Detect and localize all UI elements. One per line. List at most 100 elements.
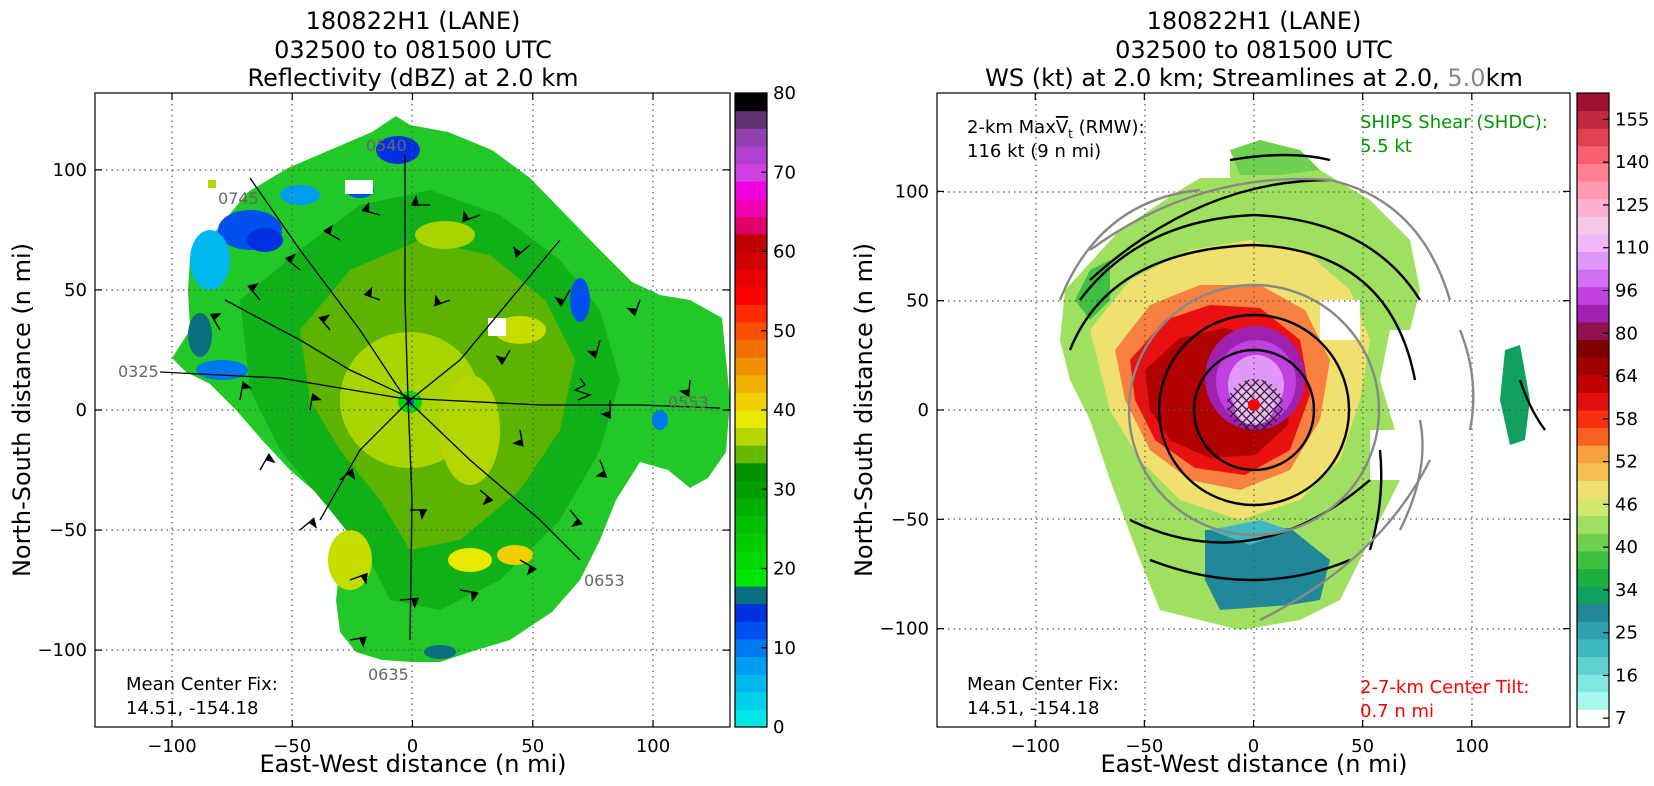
wind-speed-colorbar: 7 16 25 34 40 46 52 58 64 80 96 110 125 140 155 [1576,92,1649,729]
reflectivity-title: 180822H1 (LANE) 032500 to 081500 UTC Ref… [248,7,579,92]
reflectivity-colorbar-swatch [735,304,767,323]
reflectivity-y-tick-label: 50 [64,280,87,301]
wind-speed-x-tick-label: 50 [1351,736,1374,757]
ships-shear-annotation: SHIPS Shear (SHDC): 5.5 kt [1360,112,1548,157]
reflectivity-field: 0325 0745 0540 0553 0653 0635 Mean Cente… [95,93,730,727]
wind-speed-colorbar-swatch [1577,357,1609,376]
reflectivity-colorbar-swatch [735,93,767,112]
max-vt-line-1: 2-km MaxVt (RMW): [967,117,1145,141]
max-vt-suffix: (RMW): [1073,117,1145,138]
reflectivity-colorbar-swatch [735,462,767,481]
wind-speed-colorbar-swatch [1577,163,1609,182]
reflectivity-colorbar-swatch [735,550,767,569]
flight-track [159,155,721,641]
wind-speed-x-tick-label: −100 [1010,736,1059,757]
reflectivity-x-tick-label: 50 [521,736,544,757]
center-tilt-line-1: 2-7-km Center Tilt: [1360,677,1529,698]
wind-speed-colorbar-swatch [1577,286,1609,305]
wind-speed-colorbar-tick-label: 25 [1615,623,1638,644]
wind-speed-colorbar-tick-label: 40 [1615,537,1638,558]
wind-speed-colorbar-tick-label: 7 [1615,708,1626,729]
reflectivity-colorbar-swatch [735,233,767,252]
wind-speed-colorbar-swatch [1577,392,1609,411]
wind-speed-colorbar-swatch [1577,269,1609,288]
wind-speed-colorbar-swatch [1577,533,1609,552]
reflectivity-colorbar-swatch [735,251,767,270]
reflectivity-colorbar-swatch [735,515,767,534]
reflectivity-colorbar-swatch [735,216,767,235]
wind-speed-colorbar-swatch [1577,515,1609,534]
wind-speed-colorbar-swatch [1577,709,1609,728]
center-fix-value: 14.51, -154.18 [967,698,1099,719]
reflectivity-colorbar-swatch [735,445,767,464]
wind-speed-y-tick-label: −100 [880,619,929,640]
reflectivity-colorbar-swatch [735,321,767,341]
reflectivity-x-tick-label: −100 [147,736,196,757]
reflectivity-colorbar: 0 10 20 30 40 50 60 70 80 [734,83,796,738]
wind-speed-title-line-1: 180822H1 (LANE) [1147,7,1362,35]
wind-speed-colorbar-tick-label: 80 [1615,323,1638,344]
reflectivity-x-tick-label: 0 [407,736,418,757]
wind-speed-colorbar-swatch [1577,445,1609,464]
wind-speed-colorbar-tick-label: 125 [1615,195,1649,216]
reflectivity-colorbar-tick-label: 30 [773,479,796,500]
reflectivity-center-fix: Mean Center Fix: 14.51, -154.18 [126,674,278,719]
reflectivity-colorbar-swatch [735,357,767,376]
reflectivity-colorbar-swatch [735,533,767,552]
wind-speed-x-axis-label: East-West distance (n mi) [1100,750,1407,778]
reflectivity-colorbar-swatch [735,286,767,305]
track-label-0653: 0653 [584,571,625,590]
wind-speed-title: 180822H1 (LANE) 032500 to 081500 UTC WS … [985,7,1523,92]
wind-speed-colorbar-swatch [1577,621,1609,640]
wind-speed-y-tick-label: 100 [895,181,929,202]
wind-speed-y-tick-label: −50 [891,509,929,530]
reflectivity-colorbar-swatch [735,374,767,393]
reflectivity-axis-ticks: −100 −50 0 50 100 −100 −50 0 50 100 [38,93,730,757]
wind-speed-colorbar-swatch [1577,233,1609,252]
wind-speed-y-axis-label: North-South distance (n mi) [850,243,878,577]
reflectivity-y-tick-label: 100 [53,160,87,181]
reflectivity-title-line-1: 180822H1 (LANE) [306,7,521,35]
center-marker [1248,399,1260,411]
reflectivity-colorbar-swatch [735,586,767,605]
wind-speed-title-unit: km [1486,64,1523,92]
center-fix-label: Mean Center Fix: [126,674,278,695]
reflectivity-colorbar-tick-label: 20 [773,559,796,580]
wind-speed-colorbar-swatch [1577,410,1609,429]
reflectivity-colorbar-swatch [735,427,767,446]
flight-track-labels: 0325 0745 0540 0553 0653 0635 [118,136,709,684]
max-vt-line-2: 116 kt (9 n mi) [967,141,1101,162]
wind-speed-colorbar-swatch [1577,304,1609,323]
track-label-0745: 0745 [218,189,259,208]
reflectivity-colorbar-swatch [735,674,767,693]
wind-speed-colorbar-tick-label: 64 [1615,366,1638,387]
wind-speed-title-line-2: 032500 to 081500 UTC [1115,36,1393,64]
reflectivity-colorbar-swatch [735,656,767,675]
wind-speed-colorbar-swatch [1577,674,1609,693]
wind-speed-colorbar-swatch [1577,603,1609,622]
wind-speed-colorbar-swatch [1577,498,1609,517]
reflectivity-colorbar-tick-label: 80 [773,83,796,104]
track-label-0540: 0540 [366,136,407,155]
wind-speed-colorbar-tick-label: 96 [1615,280,1638,301]
wind-speed-colorbar-swatch [1577,638,1609,658]
reflectivity-colorbar-swatch [735,163,767,182]
reflectivity-colorbar-swatch [735,691,767,710]
wind-speed-title-level: 5.0 [1447,64,1485,92]
reflectivity-colorbar-tick-label: 50 [773,321,796,342]
center-fix-value: 14.51, -154.18 [126,698,258,719]
wind-speed-colorbar-swatch [1577,427,1609,446]
wind-speed-grid [937,93,1570,727]
wind-speed-colorbar-tick-label: 52 [1615,452,1638,473]
wind-speed-colorbar-tick-label: 155 [1615,109,1649,130]
wind-speed-field: 2-km MaxVt (RMW): 116 kt (9 n mi) SHIPS … [937,93,1570,727]
reflectivity-colorbar-tick-label: 40 [773,400,796,421]
wind-speed-y-tick-label: 0 [918,400,929,421]
wind-speed-axis-ticks: −100 −50 0 50 100 −100 −50 0 50 100 [880,93,1570,757]
reflectivity-colorbar-swatch [735,198,767,217]
wind-speed-colorbar-swatch [1577,93,1609,112]
track-label-0635: 0635 [368,665,409,684]
reflectivity-colorbar-swatch [735,638,767,658]
track-label-0553: 0553 [668,393,709,412]
max-vt-prefix: 2-km Max [967,117,1056,138]
